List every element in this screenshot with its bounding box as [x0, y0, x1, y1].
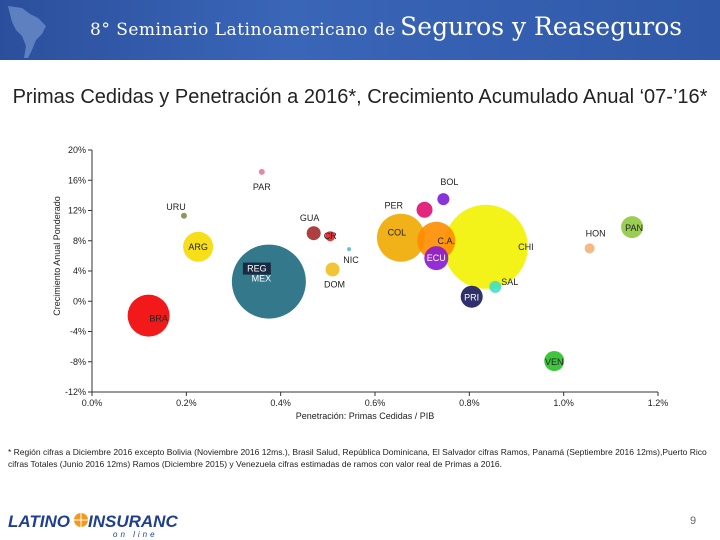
x-tick-label: 1.2% [648, 398, 669, 408]
label-box-reg [242, 262, 271, 275]
y-tick-label: 16% [68, 175, 86, 185]
bubble-ven [544, 350, 565, 371]
point-label-col: COL [388, 228, 407, 238]
bubble-chart: 20% 16% 12% 8% 4% 0% -4% -8% -12%0.0% 0.2% 0.4% 0.6… [52, 145, 669, 421]
x-tick-label: 0.8% [459, 398, 480, 408]
page-number: 9 [690, 515, 697, 527]
header-banner: 8° Seminario Latinoamericano de Seguros … [0, 0, 720, 60]
point-label-bol: BOL [440, 177, 458, 187]
point-label-dom: DOM [324, 279, 345, 289]
x-tick-label: 0.2% [176, 398, 197, 408]
latino-insurance-logo: LATINO INSURANCE on line [8, 512, 178, 538]
y-tick-label: -12% [65, 387, 86, 397]
x-tick-label: 0.0% [82, 398, 103, 408]
banner-title: 8° Seminario Latinoamericano de Seguros … [90, 12, 682, 41]
bubble-per [416, 201, 433, 218]
y-tick-label: -8% [70, 357, 86, 367]
bubble-hon [584, 243, 595, 254]
point-label-chi: CHI [518, 242, 534, 252]
footnote: * Región cifras a Diciembre 2016 excepto… [8, 447, 707, 469]
x-axis-label: Penetración: Primas Cedidas / PIB [296, 411, 435, 421]
y-tick-label: 20% [68, 145, 86, 155]
y-tick-label: 12% [68, 206, 86, 216]
point-label-uru: URU [166, 202, 186, 212]
bubble-arg [183, 231, 214, 262]
y-axis-label: Crecimiento Anual Ponderado [52, 196, 62, 316]
y-tick-label: 8% [73, 236, 86, 246]
x-tick-label: 1.0% [553, 398, 574, 408]
bubble-dom [325, 262, 340, 277]
point-label-pan: PAN [625, 223, 643, 233]
y-tick-label: 4% [73, 266, 86, 276]
logo-sub-text: on line [113, 530, 158, 538]
bubble-gua [306, 226, 321, 241]
point-label-pri: PRI [464, 293, 479, 303]
banner-title-prefix: 8° Seminario Latinoamericano de [90, 20, 396, 40]
point-label-ca: C.A. [438, 236, 456, 246]
point-label-gua: GUA [300, 213, 320, 223]
point-label-per: PER [385, 201, 404, 211]
point-label-reg: REG [247, 264, 267, 274]
point-label-cr: CR [324, 231, 337, 241]
bubble-ca [417, 221, 456, 260]
bubble-ecu [424, 246, 449, 271]
point-label-hon: HON [586, 228, 606, 238]
point-label-ecu: ECU [427, 253, 446, 263]
point-label-sal: SAL [501, 277, 518, 287]
point-label-mex: MEX [252, 274, 272, 284]
logo-latino-text: LATINO [8, 512, 70, 531]
bubble-pri [460, 285, 483, 308]
bubble-par [258, 168, 265, 175]
bubble-sal [489, 280, 502, 293]
latin-america-map-icon [8, 6, 46, 58]
y-tick-label: 0% [73, 296, 86, 306]
banner-title-main: Seguros y Reaseguros [400, 12, 683, 41]
point-label-bra: BRA [149, 314, 168, 324]
point-label-arg: ARG [188, 242, 208, 252]
x-tick-label: 0.4% [270, 398, 291, 408]
point-label-par: PAR [253, 182, 271, 192]
chart-title: Primas Cedidas y Penetración a 2016*, Cr… [12, 86, 708, 108]
bubble-uru [180, 212, 187, 219]
bubble-cr [325, 231, 336, 242]
y-tick-label: -4% [70, 327, 86, 337]
x-tick-label: 0.6% [365, 398, 386, 408]
bubble-pan [621, 216, 644, 239]
bubble-bra [127, 294, 170, 337]
logo-insurance-text: INSURANCE [88, 512, 178, 531]
point-label-nic: NIC [343, 255, 359, 265]
bubble-col [376, 213, 425, 262]
point-label-ven: VEN [545, 357, 564, 367]
bubble-chi [443, 204, 528, 289]
bubble-nic [347, 247, 352, 252]
bubble-bol [437, 193, 450, 206]
